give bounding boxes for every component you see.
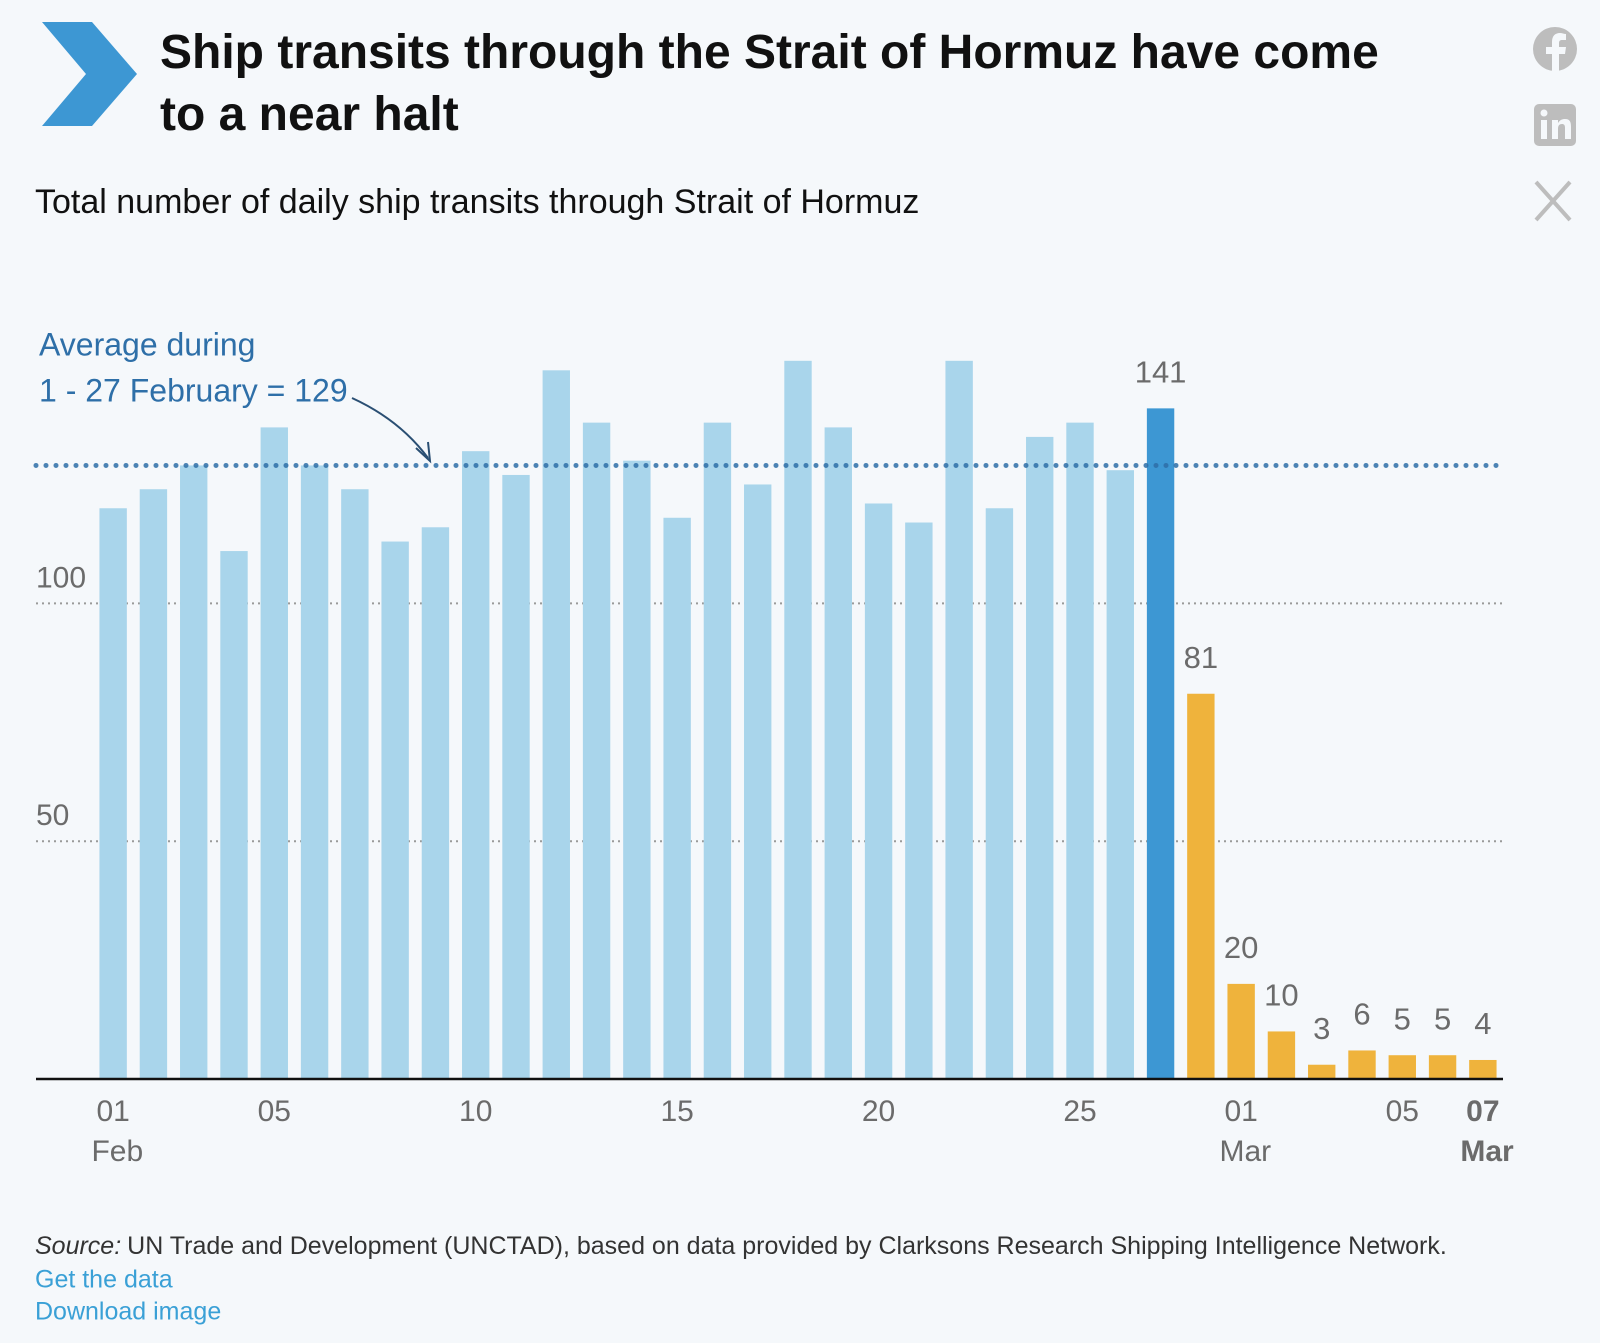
bar: [462, 451, 490, 1079]
chevron-logo: [42, 22, 137, 126]
bar: [703, 422, 732, 1079]
bar: [542, 370, 570, 1080]
source-text: UN Trade and Development (UNCTAD), based…: [127, 1232, 1447, 1260]
bar: [1428, 1055, 1457, 1079]
chart-title: Ship transits through the Strait of Horm…: [160, 26, 1392, 141]
bar: [502, 474, 530, 1079]
value-label: 20: [1224, 930, 1258, 965]
chart-subtitle: Total number of daily ship transits thro…: [35, 183, 919, 221]
bar: [744, 484, 772, 1079]
reference-label: Average during: [39, 326, 255, 362]
bar: [1066, 422, 1094, 1079]
x-tick-label: 05: [1386, 1095, 1419, 1128]
get-data-link[interactable]: Get the data: [35, 1266, 173, 1294]
x-tick-label: 15: [660, 1095, 693, 1128]
value-label: 81: [1184, 640, 1218, 675]
bar: [300, 465, 329, 1080]
value-label: 141: [1135, 355, 1187, 390]
bar: [945, 360, 973, 1079]
bar: [1106, 470, 1134, 1079]
bar: [824, 427, 852, 1079]
x-tick-label: 25: [1063, 1095, 1096, 1128]
bar: [1146, 408, 1175, 1079]
x-tick-label: 05: [258, 1095, 291, 1128]
bar: [905, 522, 933, 1079]
bar: [663, 517, 691, 1079]
bar: [1469, 1059, 1497, 1079]
bar: [99, 508, 127, 1079]
value-label: 5: [1394, 1001, 1411, 1036]
share-icons: [1533, 27, 1577, 222]
y-tick-label: 50: [36, 799, 69, 832]
value-label: 4: [1474, 1006, 1491, 1041]
bar: [784, 360, 812, 1079]
annotation-arrow: [351, 397, 429, 459]
annotation-arrowhead: [415, 441, 432, 464]
bar: [582, 422, 611, 1079]
y-tick-label: 100: [36, 561, 86, 594]
bar: [220, 551, 248, 1079]
linkedin-icon[interactable]: [1534, 104, 1576, 146]
source-note: Source: UN Trade and Development (UNCTAD)…: [35, 1232, 1447, 1260]
bar: [1187, 693, 1215, 1079]
bar: [381, 541, 409, 1079]
source-label: Source:: [35, 1232, 121, 1260]
x-icon[interactable]: [1534, 180, 1572, 222]
x-tick-label: 01 Mar: [1211, 1095, 1271, 1168]
value-label: 5: [1434, 1001, 1451, 1036]
bar: [1388, 1055, 1416, 1079]
value-label: 10: [1264, 978, 1298, 1013]
bar: [1308, 1064, 1336, 1079]
value-label: 6: [1353, 997, 1370, 1032]
download-image-link[interactable]: Download image: [35, 1298, 221, 1326]
x-tick-label: 20: [862, 1095, 895, 1128]
bar: [985, 508, 1014, 1079]
x-tick-label: 10: [459, 1095, 492, 1128]
bar: [341, 489, 369, 1080]
bar: [1348, 1050, 1376, 1079]
bar: [623, 460, 651, 1079]
bar: [864, 503, 893, 1079]
x-tick-label: 07 Mar: [1452, 1095, 1514, 1168]
bar: [260, 427, 288, 1079]
bar: [1026, 436, 1054, 1079]
bar: [1227, 983, 1255, 1079]
bar: [421, 527, 450, 1079]
x-tick-label: 01 Feb: [83, 1095, 143, 1168]
bar: [1267, 1031, 1296, 1079]
value-label: 3: [1313, 1011, 1330, 1046]
bar: [180, 465, 208, 1080]
reference-label: 1 - 27 February = 129: [39, 372, 348, 408]
bar: [139, 489, 168, 1080]
facebook-icon[interactable]: [1533, 27, 1577, 71]
